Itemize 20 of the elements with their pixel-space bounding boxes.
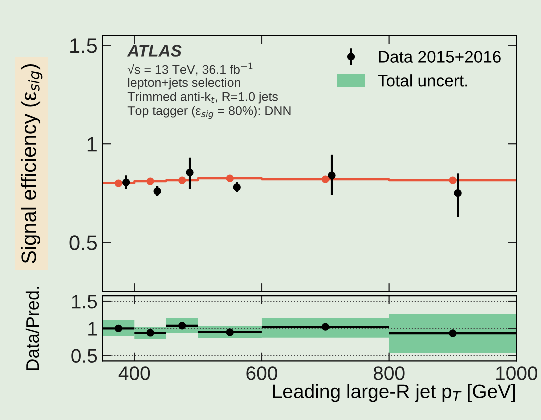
y-axis-title: Signal efficiency (ε$_{sig}$) bbox=[21, 64, 43, 264]
y-tick-label: 1.5 bbox=[70, 38, 98, 54]
x-tick-label: 800 bbox=[374, 366, 405, 380]
legend-label: Data 2015+2016 bbox=[379, 51, 501, 63]
legend-label: Total uncert. bbox=[378, 74, 468, 87]
x-tick-label: 1000 bbox=[496, 366, 538, 380]
y-tick-label: 1.5 bbox=[72, 295, 98, 309]
annotation: ATLAS bbox=[127, 45, 182, 57]
y-tick-label: 1 bbox=[88, 322, 97, 336]
x-axis-title: Leading large-R jet p$_{T}$ [GeV] bbox=[273, 384, 516, 402]
x-tick-label: 400 bbox=[118, 366, 150, 380]
x-tick-label: 600 bbox=[246, 366, 278, 380]
annotation: Trimmed anti-k$_{t}$, R=1.0 jets bbox=[128, 92, 278, 104]
y-tick-label: 1 bbox=[88, 137, 97, 152]
y-tick-label: 0.5 bbox=[70, 236, 98, 250]
annotation: lepton+jets selection bbox=[128, 78, 240, 90]
y-axis-title: Data/Pred. bbox=[26, 287, 40, 370]
annotation: √s = 13 TeV, 36.1 fb$^{−1}$ bbox=[128, 62, 253, 76]
annotation: Top tagger (ε$_{sig}$ = 80%): DNN bbox=[128, 106, 291, 120]
y-tick-label: 0.5 bbox=[72, 349, 98, 364]
